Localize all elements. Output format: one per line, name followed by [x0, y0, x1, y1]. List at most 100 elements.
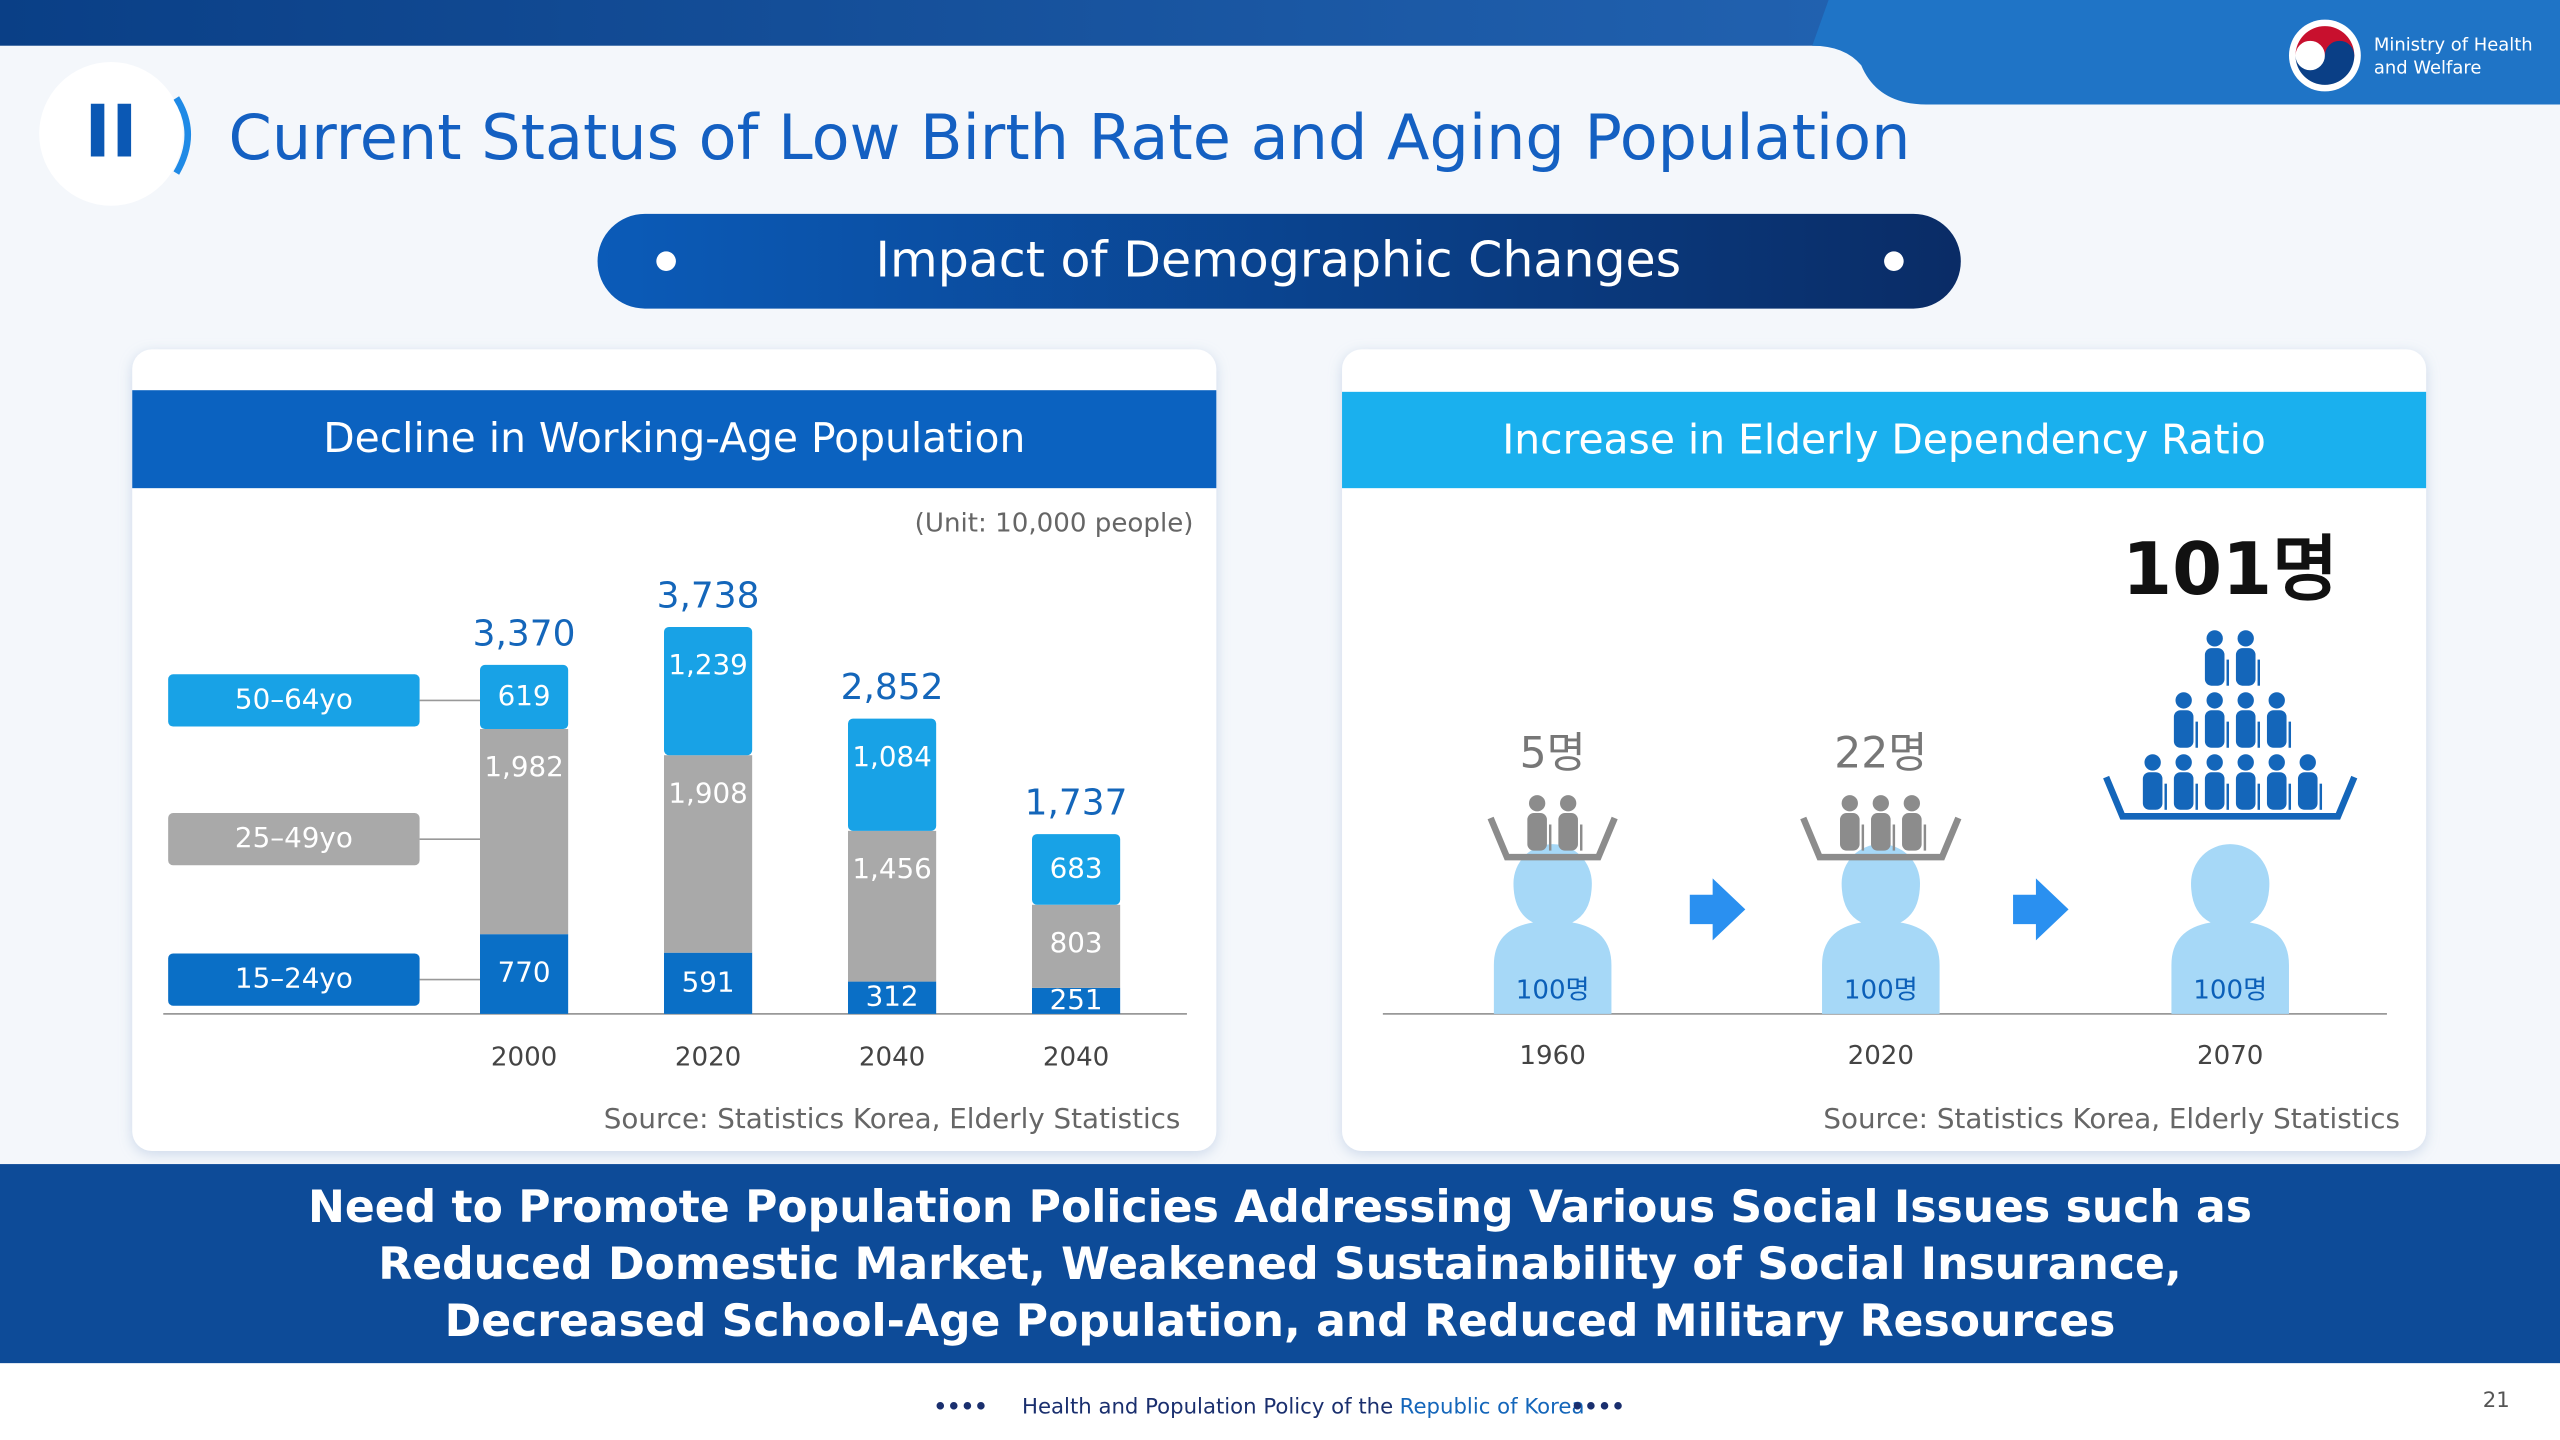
banner: [597, 213, 1961, 309]
x-tick-label: 2020: [675, 1042, 741, 1072]
x-tick-label: 2020: [1848, 1041, 1914, 1071]
base-label: 100명: [1844, 976, 1918, 1006]
bar-segment: [664, 952, 753, 1014]
elder-body: [1558, 813, 1578, 851]
bar-segment: [848, 718, 937, 831]
message-band: [0, 1164, 2560, 1364]
logo-blue: [2295, 40, 2355, 85]
total-label: 1,737: [1025, 783, 1128, 824]
logo-text: Ministry of Health: [2374, 35, 2533, 56]
elder-head: [2206, 692, 2223, 709]
elder-head: [1903, 795, 1920, 812]
segment-label: 803: [1050, 926, 1103, 959]
segment-label: 1,456: [852, 852, 931, 885]
segment-label: 251: [1050, 983, 1103, 1016]
elder-body: [1902, 813, 1922, 851]
elder-head: [1872, 795, 1889, 812]
footer-dots: ••••: [934, 1394, 988, 1419]
bar-segment: [664, 755, 753, 953]
bar-segment: [1032, 834, 1121, 905]
elder-body: [1871, 813, 1891, 851]
worker-icon: [1493, 844, 1612, 1014]
source: Source: Statistics Korea, Elderly Statis…: [1823, 1102, 2400, 1135]
legend-label: 15–24yo: [235, 962, 353, 995]
worker-icon: [1822, 844, 1940, 1014]
x-tick-label: 2070: [2197, 1041, 2263, 1071]
tagline-part: Health and Population Policy of the: [1022, 1394, 1393, 1419]
source: Source: Statistics Korea, Elderly Statis…: [604, 1102, 1181, 1135]
logo-band: [1812, 0, 2560, 105]
elder-head: [1841, 795, 1858, 812]
arrow: [1689, 878, 1746, 941]
segment-label: 312: [866, 980, 919, 1013]
elder-body: [2204, 710, 2225, 748]
elder-body: [1527, 813, 1547, 851]
bar-segment: [1032, 904, 1121, 988]
tray: [1487, 816, 1618, 861]
card-title: Increase in Elderly Dependency Ratio: [1502, 415, 2266, 463]
value-label: 5명: [1520, 729, 1586, 778]
bar-segment: [848, 981, 937, 1014]
card-header: [1342, 391, 2427, 489]
elder-body: [2235, 710, 2256, 748]
segment-label: 619: [498, 679, 551, 712]
elder-body: [2204, 772, 2225, 810]
section-arc: [173, 96, 192, 175]
x-tick-label: 2040: [1043, 1042, 1109, 1072]
banner-text: Impact of Demographic Changes: [876, 231, 1682, 288]
banner-dot: [1884, 251, 1904, 272]
elder-head: [2206, 754, 2223, 771]
elder-body: [2266, 710, 2287, 748]
page-number: 21: [2483, 1388, 2510, 1413]
segment-label: 1,982: [484, 750, 563, 783]
x-tick-label: 1960: [1519, 1041, 1585, 1071]
section-badge: [39, 62, 183, 206]
bar-segment: [480, 664, 569, 730]
tagline-part: Republic of Korea: [1400, 1394, 1585, 1419]
card-header: [132, 390, 1217, 489]
legend-label: 50–64yo: [235, 682, 353, 715]
elder-head: [2237, 754, 2254, 771]
elder-head: [2268, 754, 2285, 771]
message-line: Need to Promote Population Policies Addr…: [308, 1182, 2252, 1233]
elder-body: [2297, 772, 2318, 810]
elder-body: [2173, 710, 2194, 748]
arrow: [2013, 878, 2069, 941]
value-label: 101명: [2122, 527, 2338, 611]
elder-head: [1560, 795, 1577, 812]
elder-body: [2266, 772, 2287, 810]
elder-head: [2144, 754, 2161, 771]
elder-head: [2237, 630, 2254, 647]
elder-head: [2175, 692, 2192, 709]
x-tick-label: 2000: [491, 1042, 557, 1072]
segment-label: 1,908: [668, 776, 747, 809]
banner-dot: [656, 251, 676, 272]
footer-dots: ••••: [1571, 1394, 1625, 1419]
base-label: 100명: [2193, 976, 2267, 1006]
segment-label: 770: [498, 955, 551, 988]
card-title: Decline in Working-Age Population: [323, 414, 1025, 462]
elder-head: [2175, 754, 2192, 771]
elder-body: [2204, 648, 2225, 686]
legend-box: [168, 813, 420, 866]
elder-body: [1840, 813, 1860, 851]
elder-body: [2235, 772, 2256, 810]
bar-segment: [480, 729, 569, 935]
message-line: Reduced Domestic Market, Weakened Sustai…: [378, 1239, 2181, 1290]
segment-label: 1,239: [668, 648, 747, 681]
section-number: II: [84, 90, 137, 174]
tray: [2103, 775, 2358, 820]
bar-segment: [480, 934, 569, 1014]
base-label: 100명: [1516, 976, 1590, 1006]
elder-body: [2235, 648, 2256, 686]
elder-head: [2299, 754, 2316, 771]
segment-label: 591: [682, 965, 735, 998]
elder-head: [2206, 630, 2223, 647]
total-label: 3,738: [657, 576, 760, 617]
elder-body: [2142, 772, 2163, 810]
worker-icon: [2171, 844, 2289, 1014]
legend-box: [168, 953, 420, 1006]
bar-segment: [848, 830, 937, 982]
elder-head: [2237, 692, 2254, 709]
